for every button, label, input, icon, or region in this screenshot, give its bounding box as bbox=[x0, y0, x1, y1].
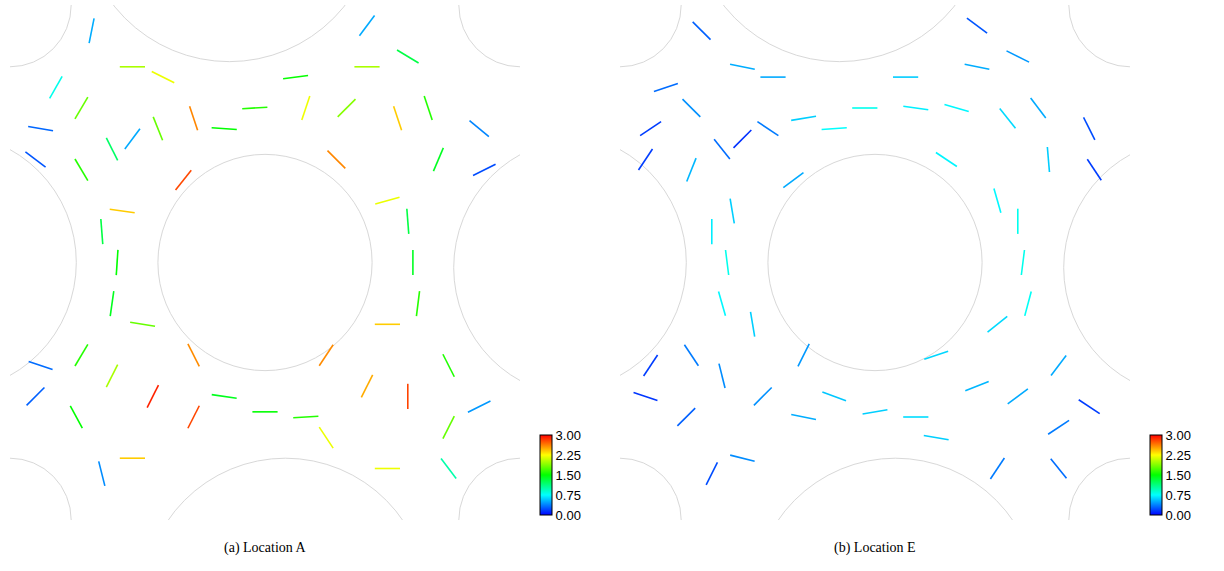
svg-text:0.75: 0.75 bbox=[1166, 488, 1191, 503]
svg-text:3.00: 3.00 bbox=[1166, 428, 1191, 443]
svg-text:0.00: 0.00 bbox=[556, 508, 581, 523]
svg-text:(b) Location E: (b) Location E bbox=[834, 540, 916, 556]
svg-text:1.50: 1.50 bbox=[1166, 468, 1191, 483]
svg-text:(a) Location A: (a) Location A bbox=[224, 540, 307, 556]
svg-text:2.25: 2.25 bbox=[1166, 448, 1191, 463]
svg-text:1.50: 1.50 bbox=[556, 468, 581, 483]
svg-text:0.75: 0.75 bbox=[556, 488, 581, 503]
svg-text:0.00: 0.00 bbox=[1166, 508, 1191, 523]
svg-text:3.00: 3.00 bbox=[556, 428, 581, 443]
svg-text:2.25: 2.25 bbox=[556, 448, 581, 463]
